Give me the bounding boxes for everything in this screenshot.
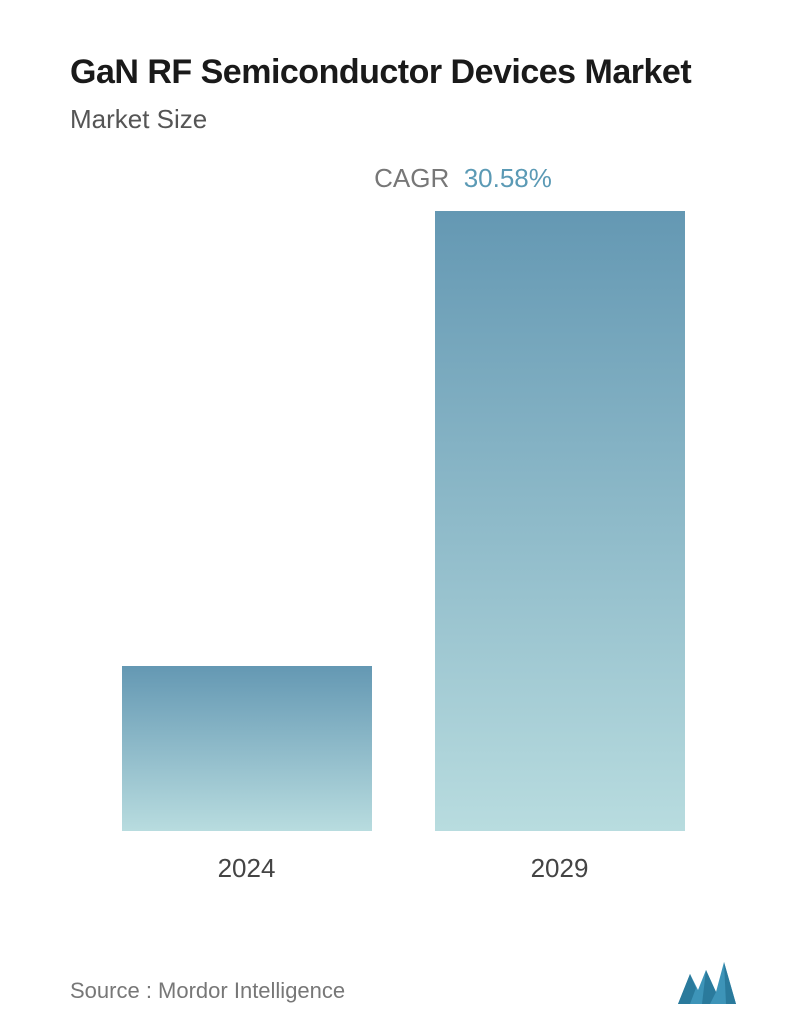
cagr-label: CAGR: [374, 163, 449, 193]
bar-group-0: 2024: [112, 666, 382, 884]
cagr-value: 30.58%: [464, 163, 552, 193]
bar-1: [435, 211, 685, 831]
mordor-logo-icon: [678, 962, 736, 1004]
chart-title: GaN RF Semiconductor Devices Market: [70, 50, 736, 94]
bar-0: [122, 666, 372, 831]
chart-area: 2024 2029: [70, 224, 736, 884]
footer: Source : Mordor Intelligence: [70, 962, 736, 1004]
cagr-container: CAGR 30.58%: [70, 163, 736, 194]
source-text: Source : Mordor Intelligence: [70, 978, 345, 1004]
bar-label-1: 2029: [531, 853, 589, 884]
chart-subtitle: Market Size: [70, 104, 736, 135]
bar-label-0: 2024: [218, 853, 276, 884]
bar-group-1: 2029: [425, 211, 695, 884]
